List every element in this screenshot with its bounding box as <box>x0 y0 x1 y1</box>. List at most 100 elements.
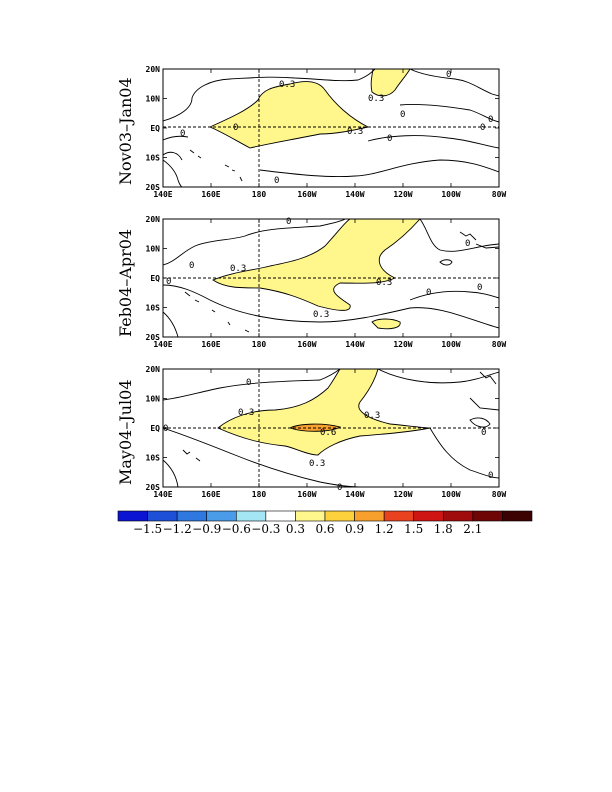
lat-tick-label: 20S <box>146 483 161 492</box>
panel-1-contour-label: 0 <box>180 129 185 139</box>
lon-tick-label: 140W <box>345 490 364 499</box>
panel-3-contour-label: 0.3 <box>238 408 254 418</box>
panel-3-zero-contour-east <box>377 369 499 384</box>
panel-3-zero-contour-south <box>163 427 361 487</box>
colorbar-label: 1.5 <box>404 522 423 536</box>
panel-3-zero-contour-east2 <box>429 427 499 479</box>
colorbar-swatch <box>324 510 355 522</box>
lon-tick-label: 140W <box>345 340 364 349</box>
colorbar-swatch <box>502 510 533 522</box>
colorbar-label: 0.9 <box>345 522 364 536</box>
panel-1-zero-contour-south2 <box>259 159 499 178</box>
panel-2-contour-label: 0 <box>286 217 291 227</box>
panel-2-contour-label: 0 <box>465 239 470 249</box>
lon-tick-label: 160W <box>297 490 316 499</box>
colorbar-label: 1.8 <box>434 522 453 536</box>
colorbar-label: 2.1 <box>463 522 482 536</box>
lon-tick-label: 140W <box>345 190 364 199</box>
panel-3-coastline <box>163 449 201 487</box>
panel-2-contour-label: 0.3 <box>313 310 329 320</box>
lat-tick-label: 20N <box>146 365 161 374</box>
panel-3-contour-label: 0 <box>481 428 486 438</box>
lon-tick-label: 180 <box>252 340 267 349</box>
lon-tick-label: 120W <box>393 490 412 499</box>
lat-tick-label: 10S <box>146 154 161 163</box>
lat-tick-label: 20N <box>146 215 161 224</box>
lon-tick-label: 160E <box>201 190 220 199</box>
panel-2-zero-contour-east2 <box>409 290 499 301</box>
lat-tick-label: 10S <box>146 454 161 463</box>
lon-tick-label: 160E <box>201 340 220 349</box>
colorbar-swatch <box>265 510 296 522</box>
panel-3-title: May04–Jul04 <box>116 379 135 485</box>
panel-1-contour-label: 0.3 <box>347 127 363 137</box>
panel-2-zero-contour-north <box>163 219 346 266</box>
panel-3-contour-label: 0 <box>246 378 251 388</box>
panel-3-zero-contour-north <box>163 369 341 401</box>
colorbar-swatch <box>295 510 326 522</box>
panel-1-zero-contour-south <box>367 135 499 149</box>
panel-2-zero-contour-loop <box>439 259 453 266</box>
panel-2-contour-label: 0 <box>166 277 171 287</box>
colorbar-label: −1.5 <box>133 522 162 536</box>
colorbar-swatch <box>413 510 444 522</box>
panel-2-coastline <box>163 311 179 337</box>
panel-1-positive-region-ne <box>370 69 411 97</box>
panel-1-contour-label: 0.3 <box>368 94 384 104</box>
lat-tick-label: 20N <box>146 65 161 74</box>
lon-tick-label: 140E <box>153 490 172 499</box>
panel-1-contour-label: 0 <box>488 115 493 125</box>
lon-tick-label: 100W <box>441 340 460 349</box>
colorbar-swatch <box>117 510 148 522</box>
lat-tick-label: 20S <box>146 333 161 342</box>
panel-2-zero-contour-south <box>163 284 499 329</box>
panel-1-zero-contour-west <box>163 135 189 141</box>
panel-1-contour-label: 0 <box>400 110 405 120</box>
colorbar-swatch <box>472 510 503 522</box>
colorbar-swatch <box>147 510 178 522</box>
lat-tick-label: EQ <box>150 424 160 433</box>
lon-tick-label: 100W <box>441 190 460 199</box>
panel-3-coast-east <box>469 371 499 411</box>
panel-1-title: Nov03–Jan04 <box>116 77 135 185</box>
panel-1-contour-label: 0 <box>274 176 279 186</box>
panel-1-contour-label: 0 <box>233 123 238 133</box>
panel-3-zero-contour-east3 <box>469 417 491 428</box>
lat-tick-label: 10N <box>146 395 161 404</box>
panel-2: 0.3 0.3 0.3 0 0 0 0 0 0 Feb04–Apr04 <box>116 217 500 338</box>
lon-tick-label: 140E <box>153 190 172 199</box>
lon-tick-label: 80W <box>492 340 507 349</box>
panel-2-title: Feb04–Apr04 <box>116 229 135 337</box>
colorbar-label: 0.3 <box>286 522 305 536</box>
panel-2-contour-label: 0.3 <box>376 278 392 288</box>
panel-3-contour-label: 0 <box>163 424 168 434</box>
lon-tick-label: 160E <box>201 490 220 499</box>
colorbar-swatch <box>354 510 385 522</box>
panel-3: 0.3 0.3 0.6 0.3 0 0 0 0 0 May04–Jul04 <box>116 368 500 493</box>
panel-1-positive-region <box>208 81 370 149</box>
colorbar-label: −0.3 <box>251 522 280 536</box>
panel-2-islands <box>184 291 250 333</box>
panel-1-contour-label: 0 <box>387 134 392 144</box>
lat-tick-label: 20S <box>146 183 161 192</box>
panel-3-contour-label: 0.6 <box>320 428 336 438</box>
panel-2-contour-label: 0.3 <box>230 264 246 274</box>
lon-tick-label: 80W <box>492 190 507 199</box>
colorbar-swatch <box>235 510 267 522</box>
colorbar-swatch <box>176 510 208 522</box>
panel-2-contour-label: 0 <box>477 283 482 293</box>
colorbar: −1.5 −1.2 −0.9 −0.6 −0.3 0.3 0.6 0.9 1.2 1.5 1.8 2.… <box>117 510 533 536</box>
panel-3-contour-label: 0.3 <box>364 411 380 421</box>
lon-tick-label: 180 <box>252 490 267 499</box>
panel-2-contour-label: 0 <box>189 261 194 271</box>
lat-tick-label: 10S <box>146 304 161 313</box>
panel-2-contour-label: 0 <box>426 288 431 298</box>
lon-tick-label: 120W <box>393 190 412 199</box>
panel-1-zero-contour-north <box>163 69 376 122</box>
panel-1-zero-contour-far-west <box>163 151 183 161</box>
lat-tick-label: 10N <box>146 245 161 254</box>
lon-tick-label: 140E <box>153 340 172 349</box>
lon-tick-label: 160W <box>297 340 316 349</box>
panel-1-islands <box>189 149 243 182</box>
